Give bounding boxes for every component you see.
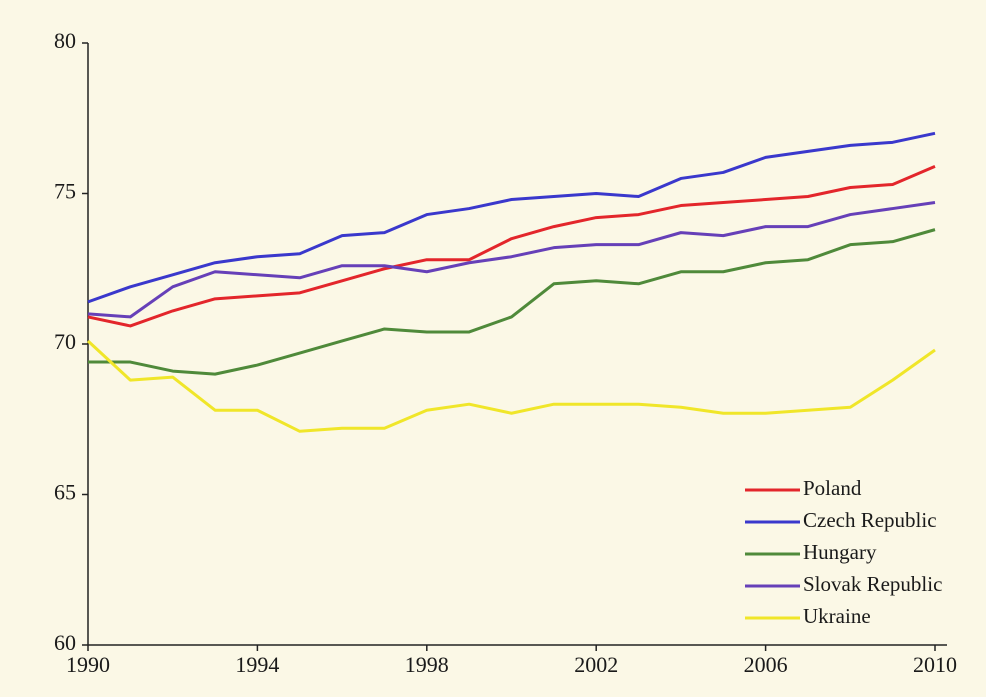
y-tick-label: 70 <box>54 329 76 354</box>
x-tick-label: 2002 <box>574 652 618 677</box>
series-line <box>88 228 936 376</box>
y-tick-label: 60 <box>54 630 76 655</box>
legend-label: Czech Republic <box>803 508 937 532</box>
series-line <box>86 339 936 433</box>
x-tick-label: 1998 <box>405 652 449 677</box>
series-line <box>87 201 936 319</box>
legend-label: Ukraine <box>803 604 871 628</box>
x-tick-label: 1994 <box>235 652 279 677</box>
y-tick-label: 75 <box>54 179 76 204</box>
legend-label: Slovak Republic <box>803 572 942 596</box>
y-tick-label: 80 <box>54 28 76 53</box>
x-tick-label: 2010 <box>913 652 957 677</box>
y-tick-label: 65 <box>54 480 76 505</box>
legend-label: Hungary <box>803 540 877 564</box>
x-tick-label: 2006 <box>744 652 788 677</box>
legend-label: Poland <box>803 476 862 500</box>
series-line <box>87 165 936 328</box>
series-line <box>87 131 936 304</box>
x-tick-label: 1990 <box>66 652 110 677</box>
